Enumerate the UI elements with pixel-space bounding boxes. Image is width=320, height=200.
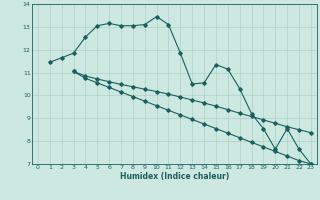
X-axis label: Humidex (Indice chaleur): Humidex (Indice chaleur): [120, 172, 229, 181]
